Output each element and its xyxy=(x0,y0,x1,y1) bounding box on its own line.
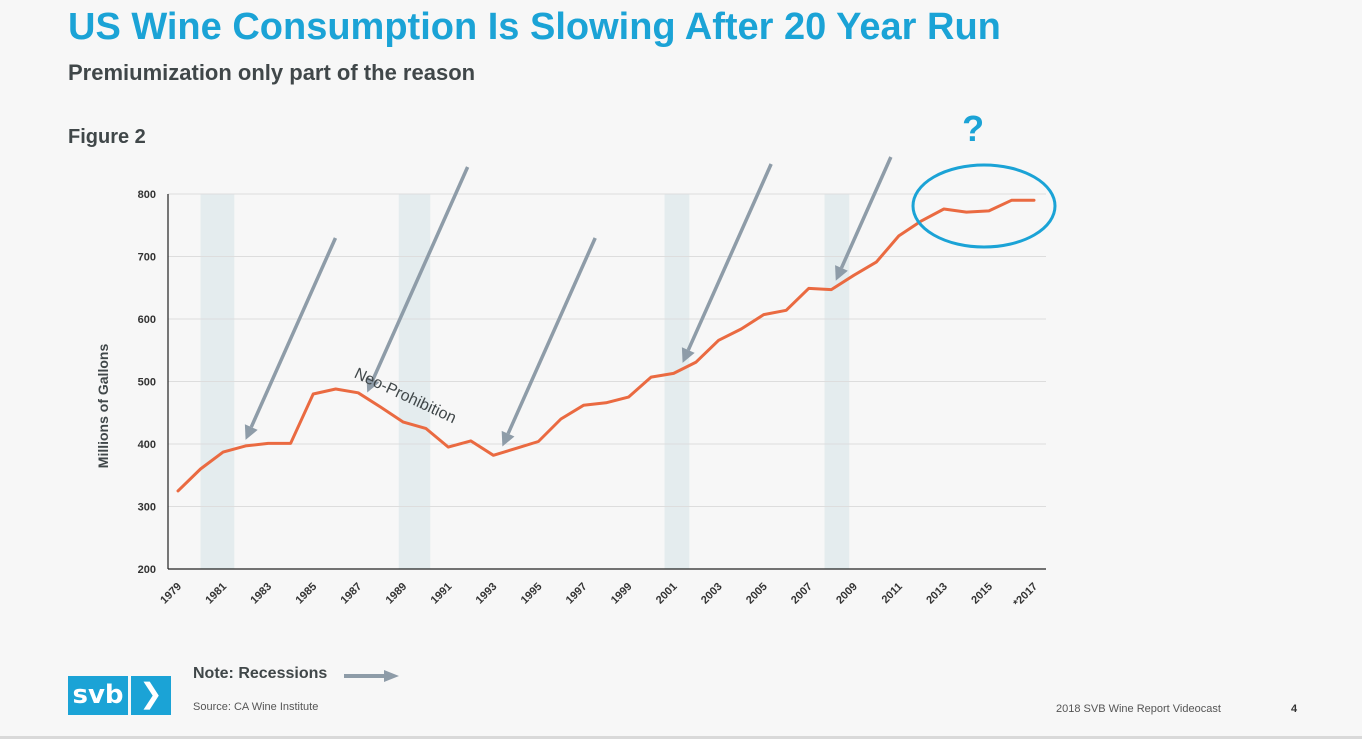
x-tick-label: *2017 xyxy=(1011,581,1040,610)
recession-arrow-0 xyxy=(249,237,338,428)
recession-arrowhead-1 xyxy=(366,376,380,393)
page-number: 4 xyxy=(1291,703,1298,715)
x-tick-label: 1993 xyxy=(474,581,500,607)
bottom-rule xyxy=(0,736,1362,739)
y-tick-label: 300 xyxy=(138,502,156,514)
y-tick-label: 400 xyxy=(138,439,156,451)
recession-arrow-1 xyxy=(371,166,470,381)
note-arrow-icon xyxy=(344,670,399,682)
slide-subtitle: Premiumization only part of the reason xyxy=(68,60,476,85)
x-tick-label: 1985 xyxy=(293,581,319,607)
recession-arrowhead-4 xyxy=(835,265,848,281)
svb-logo: svb ❯ xyxy=(68,676,171,715)
recession-arrowhead-0 xyxy=(244,424,258,440)
recession-arrow-3 xyxy=(686,163,773,351)
y-tick-label: 200 xyxy=(138,564,156,576)
x-tick-label: 1979 xyxy=(158,581,184,607)
series-line xyxy=(176,198,1036,493)
x-tick-label: 1983 xyxy=(248,581,274,607)
gridlines xyxy=(168,193,1046,507)
recession-arrow-2 xyxy=(506,237,597,435)
axes xyxy=(167,194,1046,570)
x-tick-label: 2003 xyxy=(699,581,725,607)
recession-arrows xyxy=(244,156,893,447)
x-tick-label: 2011 xyxy=(880,581,905,606)
x-tick-label: 2001 xyxy=(654,581,680,607)
x-tick-label: 1995 xyxy=(519,581,545,607)
x-tick-label: 2015 xyxy=(969,581,995,607)
x-tick-label: 2005 xyxy=(744,581,770,607)
chevron-right-icon: ❯ xyxy=(131,676,171,715)
annotation-question-mark: ? xyxy=(962,108,984,149)
x-tick-label: 1991 xyxy=(429,581,455,607)
recession-arrowhead-3 xyxy=(681,347,695,363)
y-tick-labels: 200 300 400 500 600 700 800 xyxy=(138,189,156,576)
slide-title: US Wine Consumption Is Slowing After 20 … xyxy=(68,6,1001,48)
x-tick-label: 1987 xyxy=(339,581,365,607)
highlight-ellipse xyxy=(911,163,1057,249)
recession-note: Note: Recessions xyxy=(193,665,328,682)
recession-arrow-4 xyxy=(839,156,893,269)
y-tick-label: 700 xyxy=(138,252,156,264)
logo-text: svb xyxy=(68,676,128,715)
x-tick-label: 1999 xyxy=(609,581,635,607)
x-tick-label: 2013 xyxy=(924,581,950,607)
y-tick-label: 600 xyxy=(138,314,156,326)
x-tick-label: 2009 xyxy=(834,581,860,607)
x-tick-label: 2007 xyxy=(789,581,815,607)
figure-label: Figure 2 xyxy=(68,126,146,148)
x-tick-labels: 1979 1981 1983 1985 1987 1989 1991 1993 1995 1997… xyxy=(158,581,1040,610)
series-line-0 xyxy=(176,198,1036,493)
y-axis-label: Millions of Gallons xyxy=(95,344,111,469)
footer-text: 2018 SVB Wine Report Videocast xyxy=(1056,703,1221,715)
x-tick-label: 1997 xyxy=(564,581,590,607)
y-tick-label: 800 xyxy=(138,189,156,201)
y-tick-label: 500 xyxy=(138,377,156,389)
source-note: Source: CA Wine Institute xyxy=(193,701,319,713)
recession-arrowhead-2 xyxy=(501,430,515,447)
x-tick-label: 1981 xyxy=(203,581,229,607)
x-tick-label: 1989 xyxy=(384,581,410,607)
logo-divider xyxy=(128,676,131,715)
